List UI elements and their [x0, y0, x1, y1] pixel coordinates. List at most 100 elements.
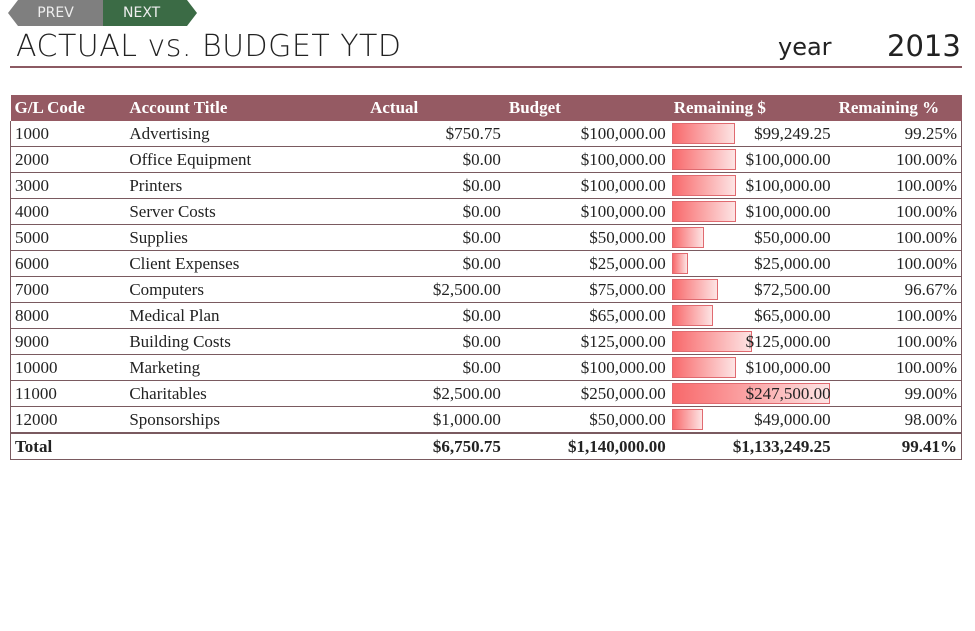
account-title: Computers — [125, 276, 341, 303]
remaining-percent: 100.00% — [834, 354, 962, 381]
remaining-dollars-cell: $100,000.00 — [669, 354, 835, 381]
remaining-dollars-cell: $65,000.00 — [669, 302, 835, 329]
account-title: Marketing — [125, 354, 341, 381]
remaining-dollars-cell: $49,000.00 — [669, 406, 835, 434]
nav: PREV NEXT — [8, 0, 197, 26]
budget-value: $75,000.00 — [504, 276, 670, 303]
data-bar — [671, 201, 736, 222]
total-remaining-percent: 99.41% — [834, 432, 962, 460]
page-title: ACTUAL vs. BUDGET YTD — [16, 29, 402, 64]
remaining-dollars: $25,000.00 — [754, 253, 831, 273]
prev-button[interactable]: PREV — [8, 0, 103, 26]
remaining-dollars: $72,500.00 — [754, 279, 831, 299]
account-title: Medical Plan — [125, 302, 341, 329]
year-value[interactable]: 2013 — [887, 29, 961, 63]
actual-value: $0.00 — [340, 302, 505, 329]
account-title: Supplies — [125, 224, 341, 251]
remaining-dollars-cell: $100,000.00 — [669, 198, 835, 225]
gl-code: 8000 — [10, 302, 126, 329]
table-row: 12000 Sponsorships $1,000.00 $50,000.00 … — [10, 406, 962, 434]
table-row: 5000 Supplies $0.00 $50,000.00 $50,000.0… — [10, 224, 962, 251]
remaining-dollars-cell: $99,249.25 — [669, 121, 835, 147]
budget-value: $100,000.00 — [504, 172, 670, 199]
data-bar — [671, 331, 752, 352]
actual-value: $0.00 — [340, 250, 505, 277]
budget-value: $250,000.00 — [504, 380, 670, 407]
data-bar — [671, 279, 719, 300]
budget-value: $65,000.00 — [504, 302, 670, 329]
budget-value: $50,000.00 — [504, 406, 670, 434]
table-row: 2000 Office Equipment $0.00 $100,000.00 … — [10, 146, 962, 173]
remaining-percent: 99.00% — [834, 380, 962, 407]
remaining-dollars: $49,000.00 — [754, 409, 831, 429]
account-title: Building Costs — [125, 328, 341, 355]
remaining-dollars-cell: $72,500.00 — [669, 276, 835, 303]
col-remaining-dollars: Remaining $ — [669, 95, 835, 121]
remaining-dollars-cell: $100,000.00 — [669, 172, 835, 199]
budget-value: $100,000.00 — [504, 354, 670, 381]
col-budget: Budget — [504, 95, 670, 121]
remaining-dollars: $65,000.00 — [754, 305, 831, 325]
gl-code: 3000 — [10, 172, 126, 199]
table-row: 8000 Medical Plan $0.00 $65,000.00 $65,0… — [10, 302, 962, 329]
title-divider — [10, 66, 962, 68]
remaining-dollars: $100,000.00 — [745, 201, 831, 221]
actual-value: $0.00 — [340, 146, 505, 173]
table-header: G/L Code Account Title Actual Budget Rem… — [10, 95, 962, 121]
total-label: Total — [10, 432, 126, 460]
remaining-dollars: $50,000.00 — [754, 227, 831, 247]
data-bar — [671, 123, 736, 144]
actual-value: $0.00 — [340, 328, 505, 355]
remaining-dollars-cell: $50,000.00 — [669, 224, 835, 251]
gl-code: 1000 — [10, 121, 126, 147]
remaining-percent: 96.67% — [834, 276, 962, 303]
col-gl-code: G/L Code — [10, 95, 126, 121]
data-bar — [671, 305, 714, 326]
data-bar — [671, 357, 736, 378]
actual-value: $0.00 — [340, 172, 505, 199]
total-actual: $6,750.75 — [340, 432, 505, 460]
total-budget: $1,140,000.00 — [504, 432, 670, 460]
table-row: 6000 Client Expenses $0.00 $25,000.00 $2… — [10, 250, 962, 277]
remaining-dollars: $99,249.25 — [754, 123, 831, 143]
total-remaining-dollars: $1,133,249.25 — [669, 432, 835, 460]
budget-value: $25,000.00 — [504, 250, 670, 277]
remaining-percent: 98.00% — [834, 406, 962, 434]
remaining-percent: 100.00% — [834, 250, 962, 277]
remaining-dollars-cell: $247,500.00 — [669, 380, 835, 407]
remaining-percent: 100.00% — [834, 302, 962, 329]
year-label: year — [778, 33, 832, 61]
gl-code: 5000 — [10, 224, 126, 251]
account-title: Charitables — [125, 380, 341, 407]
total-row: Total $6,750.75 $1,140,000.00 $1,133,249… — [10, 432, 962, 460]
remaining-percent: 99.25% — [834, 121, 962, 147]
remaining-dollars-cell: $125,000.00 — [669, 328, 835, 355]
remaining-percent: 100.00% — [834, 172, 962, 199]
remaining-dollars-cell: $100,000.00 — [669, 146, 835, 173]
budget-value: $50,000.00 — [504, 224, 670, 251]
account-title: Printers — [125, 172, 341, 199]
data-bar — [671, 409, 704, 430]
col-remaining-percent: Remaining % — [834, 95, 962, 121]
next-button[interactable]: NEXT — [103, 0, 197, 26]
table-row: 11000 Charitables $2,500.00 $250,000.00 … — [10, 380, 962, 407]
budget-value: $100,000.00 — [504, 146, 670, 173]
account-title: Sponsorships — [125, 406, 341, 434]
gl-code: 4000 — [10, 198, 126, 225]
remaining-dollars: $247,500.00 — [745, 383, 831, 403]
remaining-dollars: $100,000.00 — [745, 357, 831, 377]
data-bar — [671, 175, 736, 196]
gl-code: 6000 — [10, 250, 126, 277]
actual-value: $0.00 — [340, 224, 505, 251]
actual-value: $2,500.00 — [340, 276, 505, 303]
account-title: Advertising — [125, 121, 341, 147]
budget-value: $125,000.00 — [504, 328, 670, 355]
data-bar — [671, 149, 736, 170]
gl-code: 2000 — [10, 146, 126, 173]
table-row: 3000 Printers $0.00 $100,000.00 $100,000… — [10, 172, 962, 199]
gl-code: 11000 — [10, 380, 126, 407]
table-row: 1000 Advertising $750.75 $100,000.00 $99… — [10, 121, 962, 147]
data-bar — [671, 253, 688, 274]
gl-code: 10000 — [10, 354, 126, 381]
remaining-dollars: $100,000.00 — [745, 149, 831, 169]
